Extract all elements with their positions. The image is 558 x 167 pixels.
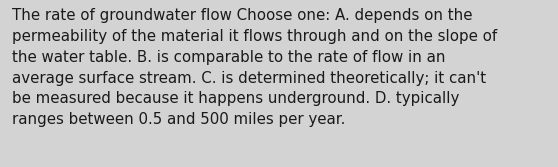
Text: The rate of groundwater flow Choose one: A. depends on the
permeability of the m: The rate of groundwater flow Choose one:… xyxy=(12,8,498,127)
